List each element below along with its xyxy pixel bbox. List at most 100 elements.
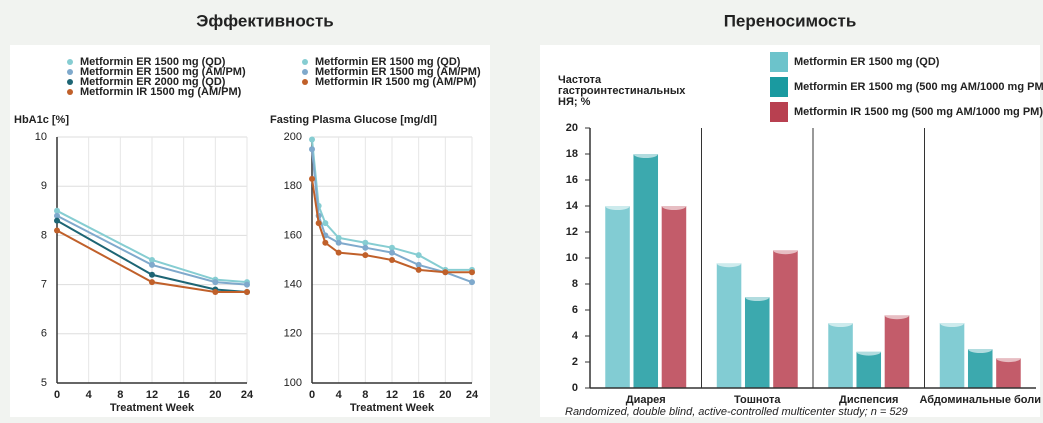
data-point — [442, 269, 448, 275]
y-tick-label: 5 — [41, 377, 47, 389]
data-point — [149, 262, 155, 268]
data-point — [54, 227, 60, 233]
chart: Эффективность Переносимость HbA1c [%]567… — [0, 0, 1043, 423]
bar-cap — [773, 246, 798, 254]
section-heading: Переносимость — [724, 11, 857, 30]
legend-swatch — [770, 52, 788, 72]
data-point — [309, 146, 315, 152]
y-tick-label: 6 — [41, 328, 47, 340]
x-tick-label: Абдоминальные боли — [920, 394, 1042, 406]
data-point — [309, 136, 315, 142]
bar-cap — [856, 348, 881, 356]
x-tick-label: 12 — [386, 389, 398, 401]
bar — [605, 206, 630, 388]
y-tick-label: 16 — [566, 174, 578, 186]
data-point — [469, 279, 475, 285]
y-axis-label: НЯ; % — [558, 96, 591, 108]
footnote: Randomized, double blind, active-control… — [565, 406, 908, 418]
bar-cap — [996, 354, 1021, 362]
x-tick-label: Диспепсия — [839, 394, 898, 406]
x-tick-label: 4 — [336, 389, 343, 401]
x-tick-label: 24 — [466, 389, 479, 401]
bar — [968, 349, 993, 388]
legend-marker — [302, 69, 308, 75]
x-axis-label: Treatment Week — [350, 402, 435, 414]
x-tick-label: 16 — [413, 389, 425, 401]
y-tick-label: 140 — [284, 279, 302, 291]
bar-cap — [605, 202, 630, 210]
bar — [828, 323, 853, 388]
y-tick-label: 20 — [566, 122, 578, 134]
page: Эффективность Переносимость HbA1c [%]567… — [0, 0, 1043, 423]
legend-marker — [67, 69, 73, 75]
left-panel — [10, 45, 490, 417]
data-point — [244, 282, 250, 288]
x-tick-label: 8 — [117, 389, 123, 401]
bar — [773, 250, 798, 388]
data-point — [362, 252, 368, 258]
section-heading: Эффективность — [196, 11, 333, 30]
data-point — [389, 250, 395, 256]
bar — [996, 358, 1021, 388]
legend-label: Metformin ER 1500 mg (500 mg AM/1000 mg … — [794, 81, 1043, 93]
x-tick-label: 16 — [178, 389, 190, 401]
x-tick-label: 20 — [209, 389, 221, 401]
y-tick-label: 14 — [566, 200, 579, 212]
bar — [633, 154, 658, 388]
x-tick-label: 8 — [362, 389, 368, 401]
data-point — [416, 252, 422, 258]
bar-cap — [745, 293, 770, 301]
y-tick-label: 180 — [284, 180, 302, 192]
bar-cap — [885, 311, 910, 319]
y-tick-label: 10 — [566, 252, 578, 264]
y-tick-label: 8 — [41, 229, 47, 241]
legend-label: Metformin IR 1500 mg (AM/PM) — [315, 76, 477, 88]
y-tick-label: 120 — [284, 328, 302, 340]
legend-label: Metformin IR 1500 mg (500 mg AM/1000 mg … — [794, 106, 1043, 118]
y-tick-label: 4 — [572, 330, 579, 342]
y-tick-label: 100 — [284, 377, 302, 389]
bar-cap — [828, 319, 853, 327]
bar — [745, 297, 770, 388]
bar-cap — [662, 202, 687, 210]
bar — [856, 352, 881, 388]
bar-cap — [717, 259, 742, 267]
data-point — [244, 289, 250, 295]
y-tick-label: 200 — [284, 131, 302, 143]
data-point — [389, 257, 395, 263]
data-point — [416, 267, 422, 273]
data-point — [149, 272, 155, 278]
data-point — [316, 220, 322, 226]
x-tick-label: 12 — [146, 389, 158, 401]
data-point — [212, 289, 218, 295]
x-tick-label: 0 — [54, 389, 60, 401]
legend-marker — [67, 59, 73, 65]
y-tick-label: 0 — [572, 382, 578, 394]
data-point — [212, 279, 218, 285]
data-point — [309, 176, 315, 182]
legend-marker — [67, 89, 73, 95]
bar — [662, 206, 687, 388]
bar-cap — [633, 150, 658, 158]
y-tick-label: 9 — [41, 180, 47, 192]
chart-title: HbA1c [%] — [14, 114, 69, 126]
x-tick-label: Тошнота — [734, 394, 781, 406]
y-tick-label: 12 — [566, 226, 578, 238]
bar — [885, 315, 910, 388]
bar — [717, 263, 742, 388]
legend-marker — [67, 79, 73, 85]
data-point — [336, 250, 342, 256]
legend-marker — [302, 59, 308, 65]
data-point — [54, 218, 60, 224]
y-tick-label: 2 — [572, 356, 578, 368]
x-tick-label: Диарея — [626, 394, 666, 406]
legend-label: Metformin IR 1500 mg (AM/PM) — [80, 86, 242, 98]
chart-title: Fasting Plasma Glucose [mg/dl] — [270, 114, 437, 126]
y-tick-label: 18 — [566, 148, 578, 160]
x-axis-label: Treatment Week — [110, 402, 195, 414]
data-point — [322, 240, 328, 246]
bar — [940, 323, 965, 388]
y-tick-label: 160 — [284, 229, 302, 241]
x-tick-label: 0 — [309, 389, 315, 401]
legend-marker — [302, 79, 308, 85]
